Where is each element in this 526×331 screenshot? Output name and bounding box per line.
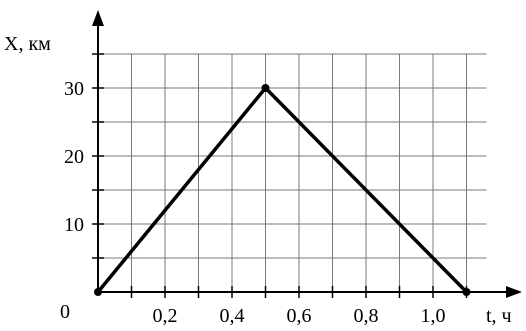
y-tick-label: 10 <box>64 214 84 236</box>
ticks <box>92 53 468 298</box>
series-layer <box>94 84 471 296</box>
y-tick-label: 30 <box>64 78 84 100</box>
y-axis-arrow-icon <box>92 10 104 26</box>
labels: X, км t, ч 0 0,2 0,4 0,6 0,8 1,0 10 20 30 <box>4 33 512 327</box>
x-tick-label: 1,0 <box>421 305 446 327</box>
data-point <box>261 84 270 92</box>
axes <box>92 10 522 298</box>
y-tick-label: 20 <box>64 146 84 168</box>
x-tick-label: 0,4 <box>220 305 245 327</box>
x-tick-label: 0,6 <box>287 305 312 327</box>
data-point <box>462 288 471 296</box>
y-axis-label: X, км <box>4 33 51 55</box>
x-tick-label: 0,2 <box>153 305 178 327</box>
x-axis-label: t, ч <box>486 305 512 327</box>
data-point <box>94 288 102 296</box>
origin-label: 0 <box>60 301 70 323</box>
x-axis-arrow-icon <box>506 286 522 298</box>
x-tick-label: 0,8 <box>354 305 379 327</box>
grid <box>98 53 487 292</box>
